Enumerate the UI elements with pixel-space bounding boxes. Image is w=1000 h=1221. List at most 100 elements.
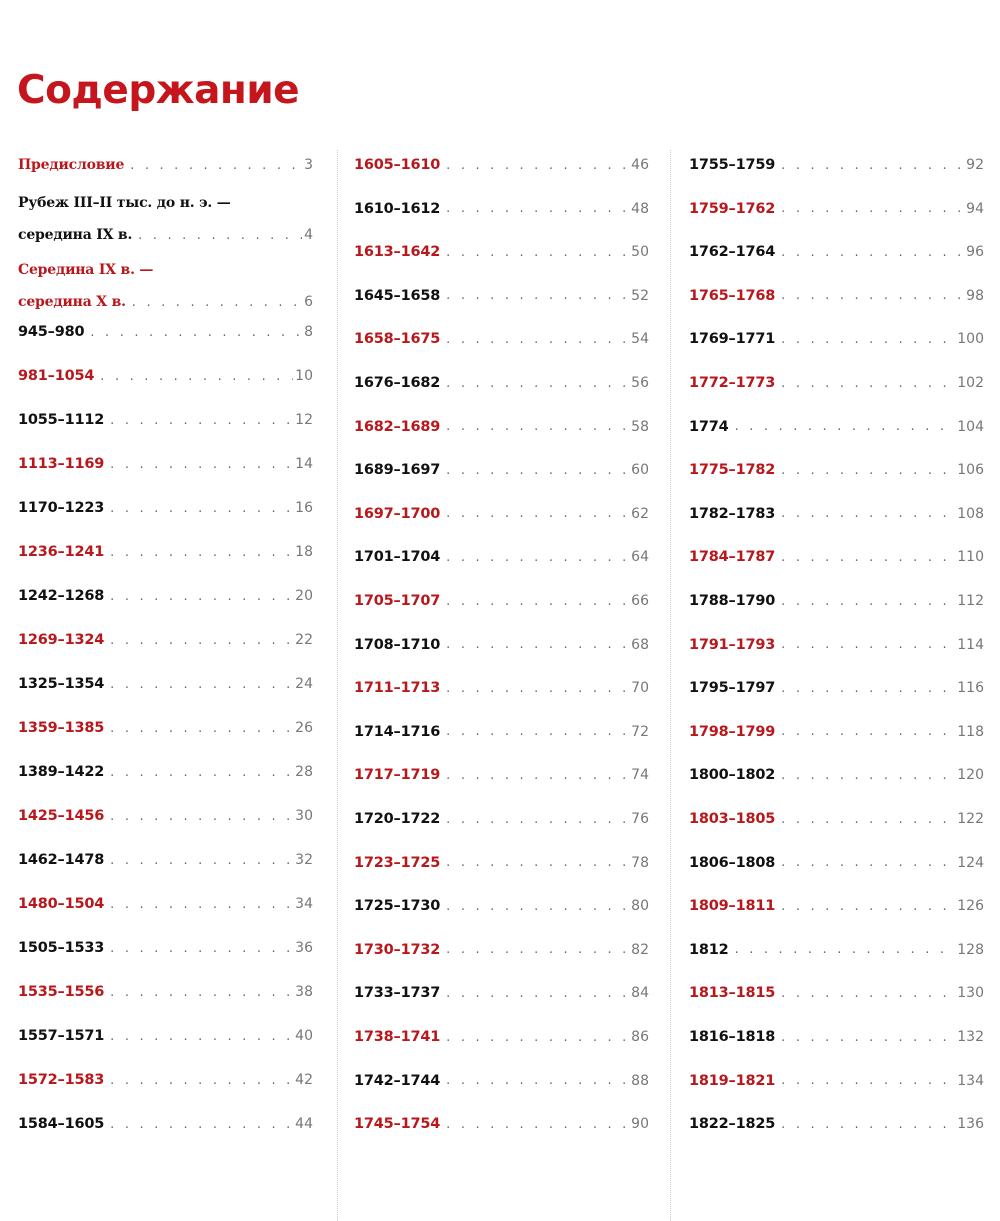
toc-entry-title: 1236–1241 [18,544,105,560]
toc-entry[interactable]: 1462–1478 . . . . . . . . . . . . . . . .… [18,848,313,872]
toc-entry[interactable]: 1584–1605 . . . . . . . . . . . . . . . .… [18,1112,313,1136]
toc-entry[interactable]: 1113–1169 . . . . . . . . . . . . . . . .… [18,452,313,476]
leader-dots: . . . . . . . . . . . . . . . . . . . . … [446,855,630,871]
toc-entry[interactable]: 1605–1610 . . . . . . . . . . . . . . . .… [354,153,649,177]
toc-entry[interactable]: 1730–1732 . . . . . . . . . . . . . . . .… [354,938,649,962]
toc-entry[interactable]: 1791–1793 . . . . . . . . . . . . . . . .… [689,633,984,657]
toc-entry-page: 22 [295,632,313,648]
toc-entry[interactable]: 1798–1799 . . . . . . . . . . . . . . . .… [689,720,984,744]
toc-entry[interactable]: 1803–1805 . . . . . . . . . . . . . . . .… [689,807,984,831]
toc-entry[interactable]: 1705–1707 . . . . . . . . . . . . . . . .… [354,589,649,613]
toc-entry[interactable]: 1769–1771 . . . . . . . . . . . . . . . .… [689,327,984,351]
toc-entry[interactable]: 1738–1741 . . . . . . . . . . . . . . . .… [354,1025,649,1049]
leader-dots: . . . . . . . . . . . . . . . . . . . . … [110,764,294,780]
toc-entry-page: 136 [957,1116,984,1133]
toc-entry-page: 70 [631,680,649,697]
toc-entry-title: 1822–1825 [689,1116,776,1133]
toc-entry[interactable]: 1572–1583 . . . . . . . . . . . . . . . .… [18,1068,313,1092]
toc-entry[interactable]: 1755–1759 . . . . . . . . . . . . . . . .… [689,153,984,177]
toc-entry[interactable]: 1795–1797 . . . . . . . . . . . . . . . .… [689,676,984,700]
leader-dots: . . . . . . . . . . . . . . . . . . . . … [446,637,630,653]
toc-entry[interactable]: 1745–1754 . . . . . . . . . . . . . . . .… [354,1112,649,1136]
toc-entry-title: 1738–1741 [354,1029,441,1045]
toc-entry[interactable]: 1610–1612 . . . . . . . . . . . . . . . .… [354,197,649,221]
toc-entry[interactable]: 1711–1713 . . . . . . . . . . . . . . . .… [354,676,649,700]
toc-entry[interactable]: 1535–1556 . . . . . . . . . . . . . . . .… [18,980,313,1004]
toc-entry[interactable]: 1645–1658 . . . . . . . . . . . . . . . .… [354,284,649,308]
toc-entry-title: 1708–1710 [354,636,441,653]
toc-entry[interactable]: 1775–1782 . . . . . . . . . . . . . . . .… [689,458,984,482]
toc-entry[interactable]: 1480–1504 . . . . . . . . . . . . . . . .… [18,892,313,916]
toc-entry[interactable]: 1759–1762 . . . . . . . . . . . . . . . .… [689,197,984,221]
toc-entry[interactable]: 1325–1354 . . . . . . . . . . . . . . . .… [18,672,313,696]
toc-entry[interactable]: 1720–1722 . . . . . . . . . . . . . . . .… [354,807,649,831]
toc-entry[interactable]: 1809–1811 . . . . . . . . . . . . . . . .… [689,894,984,918]
leader-dots: . . . . . . . . . . . . . . . . . . . . … [110,588,294,604]
toc-entry[interactable]: Середина IX в. — [18,258,313,282]
toc-entry[interactable]: 1762–1764 . . . . . . . . . . . . . . . .… [689,240,984,264]
toc-entry-title: 1795–1797 [689,680,776,697]
toc-entry[interactable]: Рубеж III–II тыс. до н. э. — [18,191,313,215]
toc-entry[interactable]: 1676–1682 . . . . . . . . . . . . . . . .… [354,371,649,395]
toc-entry[interactable]: 1784–1787 . . . . . . . . . . . . . . . .… [689,545,984,569]
toc-entry[interactable]: 1782–1783 . . . . . . . . . . . . . . . .… [689,502,984,526]
leader-dots: . . . . . . . . . . . . . . . . . . . . … [138,227,302,243]
toc-entry[interactable]: 1723–1725 . . . . . . . . . . . . . . . .… [354,851,649,875]
toc-entry-page: 92 [966,157,984,173]
toc-entry[interactable]: 1613–1642 . . . . . . . . . . . . . . . .… [354,240,649,264]
toc-entry[interactable]: 1800–1802 . . . . . . . . . . . . . . . .… [689,763,984,787]
toc-entry[interactable]: 981–1054 . . . . . . . . . . . . . . . . … [18,364,313,388]
toc-entry-page: 124 [957,854,984,871]
toc-entry[interactable]: 1717–1719 . . . . . . . . . . . . . . . .… [354,763,649,787]
toc-entry[interactable]: Предисловие . . . . . . . . . . . . . . .… [18,153,313,177]
toc-entry[interactable]: 1765–1768 . . . . . . . . . . . . . . . .… [689,284,984,308]
leader-dots: . . . . . . . . . . . . . . . . . . . . … [110,412,294,428]
toc-entry[interactable]: 1425–1456 . . . . . . . . . . . . . . . .… [18,804,313,828]
toc-entry[interactable]: 1733–1737 . . . . . . . . . . . . . . . .… [354,981,649,1005]
toc-entry[interactable]: 1788–1790 . . . . . . . . . . . . . . . .… [689,589,984,613]
toc-entry[interactable]: 1682–1689 . . . . . . . . . . . . . . . .… [354,415,649,439]
toc-entry-title: 1325–1354 [18,676,105,692]
toc-entry[interactable]: 1772–1773 . . . . . . . . . . . . . . . .… [689,371,984,395]
toc-entry[interactable]: 1389–1422 . . . . . . . . . . . . . . . .… [18,760,313,784]
leader-dots: . . . . . . . . . . . . . . . . . . . . … [781,1116,955,1132]
leader-dots: . . . . . . . . . . . . . . . . . . . . … [446,375,630,391]
toc-entry-page: 36 [295,940,313,956]
toc-entry[interactable]: 1708–1710 . . . . . . . . . . . . . . . .… [354,633,649,657]
toc-entry[interactable]: 1774 . . . . . . . . . . . . . . . . . . … [689,415,984,439]
toc-entry-page: 98 [966,287,984,304]
toc-entry[interactable]: 1701–1704 . . . . . . . . . . . . . . . .… [354,545,649,569]
toc-entry[interactable]: 1359–1385 . . . . . . . . . . . . . . . .… [18,716,313,740]
toc-entry-title: 1806–1808 [689,854,776,871]
toc-entry-continuation[interactable]: середина IX в. . . . . . . . . . . . . . … [18,223,313,247]
toc-entry[interactable]: 1742–1744 . . . . . . . . . . . . . . . .… [354,1069,649,1093]
leader-dots: . . . . . . . . . . . . . . . . . . . . … [446,985,630,1001]
toc-entry[interactable]: 1505–1533 . . . . . . . . . . . . . . . .… [18,936,313,960]
toc-entry[interactable]: 1689–1697 . . . . . . . . . . . . . . . .… [354,458,649,482]
toc-entry[interactable]: 1557–1571 . . . . . . . . . . . . . . . .… [18,1024,313,1048]
toc-entry-title: 1572–1583 [18,1072,105,1088]
toc-entry[interactable]: 1806–1808 . . . . . . . . . . . . . . . .… [689,851,984,875]
toc-entry-title: 1745–1754 [354,1116,441,1133]
toc-entry[interactable]: 1269–1324 . . . . . . . . . . . . . . . .… [18,628,313,652]
toc-entry[interactable]: 1816–1818 . . . . . . . . . . . . . . . .… [689,1025,984,1049]
toc-entry[interactable]: 1813–1815 . . . . . . . . . . . . . . . .… [689,981,984,1005]
toc-entry[interactable]: 1236–1241 . . . . . . . . . . . . . . . .… [18,540,313,564]
toc-entry[interactable]: 1658–1675 . . . . . . . . . . . . . . . .… [354,327,649,351]
toc-entry[interactable]: 1697–1700 . . . . . . . . . . . . . . . .… [354,502,649,526]
toc-entry[interactable]: 1822–1825 . . . . . . . . . . . . . . . .… [689,1112,984,1136]
toc-entry[interactable]: 1170–1223 . . . . . . . . . . . . . . . .… [18,496,313,520]
toc-entry-page: 42 [295,1072,313,1088]
toc-entry-continuation[interactable]: середина X в. . . . . . . . . . . . . . .… [18,290,313,314]
toc-entry[interactable]: 1714–1716 . . . . . . . . . . . . . . . .… [354,720,649,744]
toc-entry[interactable]: 1055–1112 . . . . . . . . . . . . . . . .… [18,408,313,432]
toc-entry-page: 34 [295,896,313,912]
leader-dots: . . . . . . . . . . . . . . . . . . . . … [446,1029,630,1045]
toc-entry[interactable]: 945–980 . . . . . . . . . . . . . . . . .… [18,320,313,344]
toc-entry[interactable]: 1725–1730 . . . . . . . . . . . . . . . .… [354,894,649,918]
toc-entry-page: 128 [957,941,984,958]
toc-entry[interactable]: 1819–1821 . . . . . . . . . . . . . . . .… [689,1069,984,1093]
toc-entry-title: 1723–1725 [354,854,441,871]
toc-entry[interactable]: 1242–1268 . . . . . . . . . . . . . . . .… [18,584,313,608]
toc-entry[interactable]: 1812 . . . . . . . . . . . . . . . . . . … [689,938,984,962]
